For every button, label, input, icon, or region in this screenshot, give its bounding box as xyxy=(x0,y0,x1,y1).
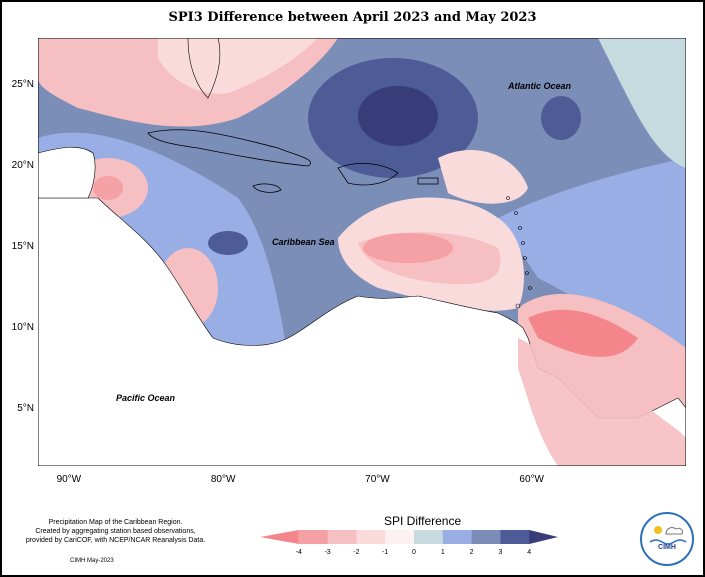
lat-tick-label: 10°N xyxy=(11,322,34,334)
legend-tick-label: 1 xyxy=(441,549,445,556)
legend-tick-label: 2 xyxy=(470,549,474,556)
land-yucatan xyxy=(38,146,96,199)
legend-swatch xyxy=(529,530,558,544)
zone-red-yucatan xyxy=(93,176,123,200)
label-pacific: Pacific Ocean xyxy=(116,393,176,403)
core-dark-ne xyxy=(541,96,581,140)
zone-pink-north-light xyxy=(158,38,318,94)
legend-tick-label: -4 xyxy=(296,549,302,556)
legend-swatch xyxy=(414,530,444,544)
legend-swatch xyxy=(385,530,415,544)
legend-colorbar: -4 -3 -2 -1 0 1 2 3 4 xyxy=(260,530,558,556)
legend-swatch xyxy=(500,530,530,544)
lon-tick-label: 70°W xyxy=(365,474,390,485)
zone-red-se-core xyxy=(528,309,638,357)
credit-text: Precipitation Map of the Caribbean Regio… xyxy=(18,518,213,545)
lat-tick-label: 15°N xyxy=(11,241,34,253)
legend-swatch xyxy=(298,530,329,544)
zone-blue-east xyxy=(498,158,686,348)
legend-swatch xyxy=(327,530,357,544)
lat-tick-label: 5°N xyxy=(17,403,34,415)
credit-line-2: Created by aggregating station based obs… xyxy=(35,528,196,535)
land-hispaniola xyxy=(337,163,399,186)
legend-swatch xyxy=(442,530,473,544)
core-dark-sw xyxy=(208,231,248,255)
legend-swatch xyxy=(260,530,299,544)
lon-tick-label: 80°W xyxy=(210,474,236,485)
land-puerto-rico xyxy=(417,177,439,185)
spi-map: Atlantic Ocean Caribbean Sea Pacific Oce… xyxy=(38,38,686,466)
zone-lightblue-east xyxy=(598,38,686,168)
lon-tick-label: 60°W xyxy=(519,474,544,485)
cloud-icon xyxy=(665,527,683,535)
legend-tick-label: -3 xyxy=(324,549,330,556)
credit-date: CIMH May-2023 xyxy=(70,558,114,564)
credit-line-1: Precipitation Map of the Caribbean Regio… xyxy=(48,519,183,526)
lesser-antilles xyxy=(506,196,532,309)
sun-icon xyxy=(654,526,662,534)
legend-tick-label: 0 xyxy=(412,549,416,556)
legend-tick-label: 4 xyxy=(527,549,531,556)
legend-tick-label: -2 xyxy=(353,549,359,556)
legend-swatch xyxy=(471,530,501,544)
label-caribbean: Caribbean Sea xyxy=(272,237,335,247)
lat-tick-label: 20°N xyxy=(11,160,34,172)
legend-tick-label: -1 xyxy=(382,549,388,556)
credit-line-3: provided by CariCOF, with NCEP/NCAR Rean… xyxy=(25,537,206,544)
wave-icon xyxy=(649,539,687,545)
zone-red-carib xyxy=(363,233,453,263)
land-shade-se xyxy=(518,338,686,466)
logo-text: CIMH xyxy=(658,544,676,551)
legend-tick-label: 3 xyxy=(498,549,502,556)
core-darkest-north xyxy=(358,86,438,146)
map-title: SPI3 Difference between April 2023 and M… xyxy=(168,10,537,25)
land-jamaica xyxy=(252,183,282,193)
lon-tick-label: 90°W xyxy=(56,474,82,485)
cimh-logo: CIMH xyxy=(640,512,694,566)
lat-tick-label: 25°N xyxy=(11,79,34,90)
zone-pink-ne xyxy=(438,149,528,204)
land-cuba xyxy=(147,129,311,167)
land-central-america xyxy=(38,197,686,466)
legend-swatch xyxy=(356,530,386,544)
legend-title: SPI Difference xyxy=(384,514,462,528)
label-atlantic: Atlantic Ocean xyxy=(507,81,572,91)
land-florida xyxy=(187,38,221,99)
